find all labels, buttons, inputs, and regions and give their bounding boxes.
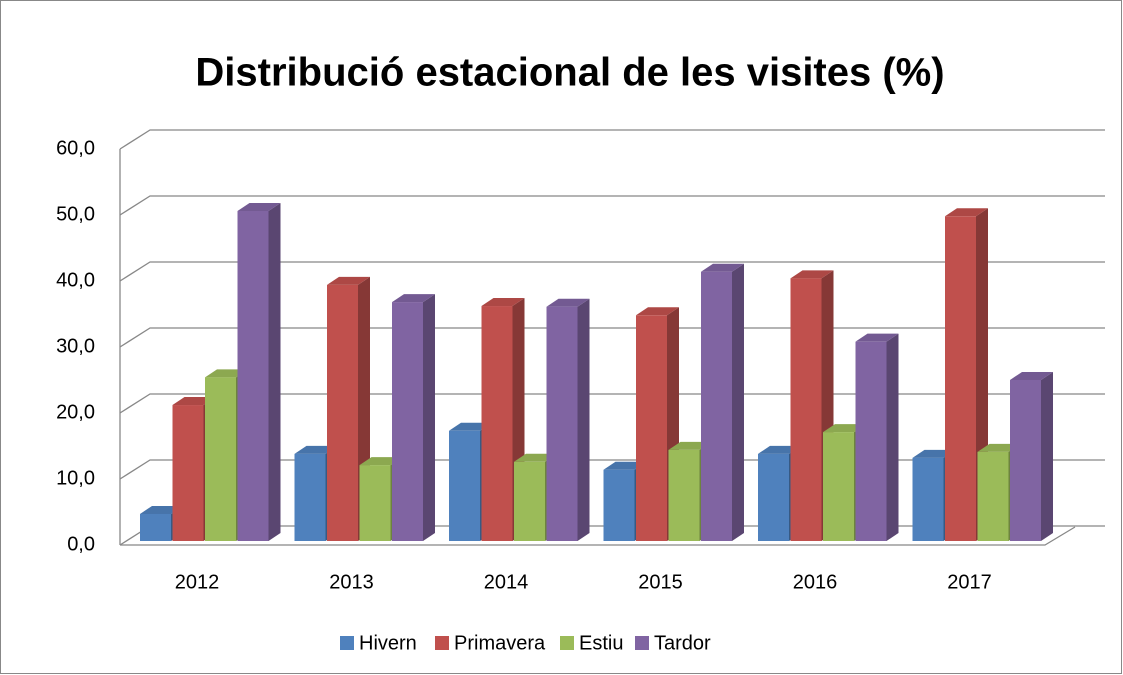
x-tick-label: 2013 [329, 571, 374, 593]
bar-top [945, 208, 988, 217]
bar-top [140, 505, 183, 514]
bar [701, 271, 732, 541]
bar [636, 315, 667, 541]
bar-top [790, 270, 834, 279]
bar-top [237, 203, 281, 211]
legend-swatch [435, 636, 449, 650]
legend-label: Primavera [454, 632, 546, 654]
grid-line [119, 393, 1105, 414]
bar [668, 449, 700, 541]
x-tick-label: 2012 [175, 571, 220, 593]
bar-top [668, 441, 712, 450]
bar-side [268, 203, 281, 541]
bar [790, 278, 822, 541]
bar-top [392, 294, 435, 303]
bar-top [481, 298, 525, 307]
grid-line [119, 195, 1105, 216]
bar-top [514, 453, 557, 462]
bar-side [886, 333, 899, 541]
y-tick-label: 60,0 [56, 137, 95, 159]
bar-top [758, 445, 801, 454]
x-tick-label: 2014 [484, 571, 529, 593]
bar [546, 306, 578, 541]
y-tick-label: 20,0 [56, 401, 95, 423]
bar-top [172, 397, 216, 406]
bar-top [823, 424, 866, 433]
bar [1010, 379, 1041, 541]
bar [603, 469, 635, 541]
bar-top [977, 443, 1021, 452]
bar [205, 377, 236, 541]
bar-side [732, 263, 744, 541]
bar-top [1010, 371, 1053, 380]
bar-top [912, 449, 956, 458]
bar [758, 453, 789, 541]
bar [514, 461, 545, 541]
bar-side [577, 298, 590, 541]
legend-label: Tardor [654, 632, 711, 654]
bar [294, 453, 326, 541]
bar-top [546, 298, 590, 307]
legend-swatch [635, 636, 649, 650]
bar [327, 284, 358, 541]
legend-label: Hivern [359, 632, 417, 654]
bar-side [1041, 371, 1053, 541]
bar [449, 430, 480, 541]
floor [120, 526, 1076, 546]
bar-top [701, 263, 744, 272]
x-tick-label: 2016 [793, 571, 838, 593]
bar-top [636, 307, 679, 316]
x-tick-label: 2015 [638, 571, 683, 593]
bar [912, 457, 944, 541]
bar-top [294, 445, 338, 454]
grid-line [119, 261, 1105, 282]
grid-line [119, 327, 1105, 348]
y-tick-label: 50,0 [56, 203, 95, 225]
bar [855, 341, 887, 541]
x-tick-label: 2017 [947, 571, 992, 593]
bar [140, 513, 171, 541]
y-tick-label: 10,0 [56, 467, 95, 489]
y-tick-label: 0,0 [67, 533, 95, 555]
bar-top [359, 457, 403, 466]
bar-top [603, 461, 647, 470]
legend-swatch [560, 636, 574, 650]
bar-side [423, 294, 435, 541]
y-tick-label: 30,0 [56, 335, 95, 357]
bar [359, 465, 391, 541]
bar [945, 216, 976, 541]
y-tick-label: 40,0 [56, 269, 95, 291]
legend-label: Estiu [579, 632, 623, 654]
bar [392, 302, 423, 541]
bar-top [855, 333, 899, 342]
bar [237, 211, 269, 541]
bar-top [449, 422, 492, 431]
grid-line [119, 129, 1105, 150]
bar [481, 306, 513, 541]
chart-title: Distribució estacional de les visites (%… [195, 51, 944, 95]
bar-top [205, 369, 248, 378]
bar [977, 451, 1009, 541]
bar [823, 432, 854, 541]
bar-top [327, 276, 370, 285]
bar [172, 405, 204, 541]
legend-swatch [340, 636, 354, 650]
